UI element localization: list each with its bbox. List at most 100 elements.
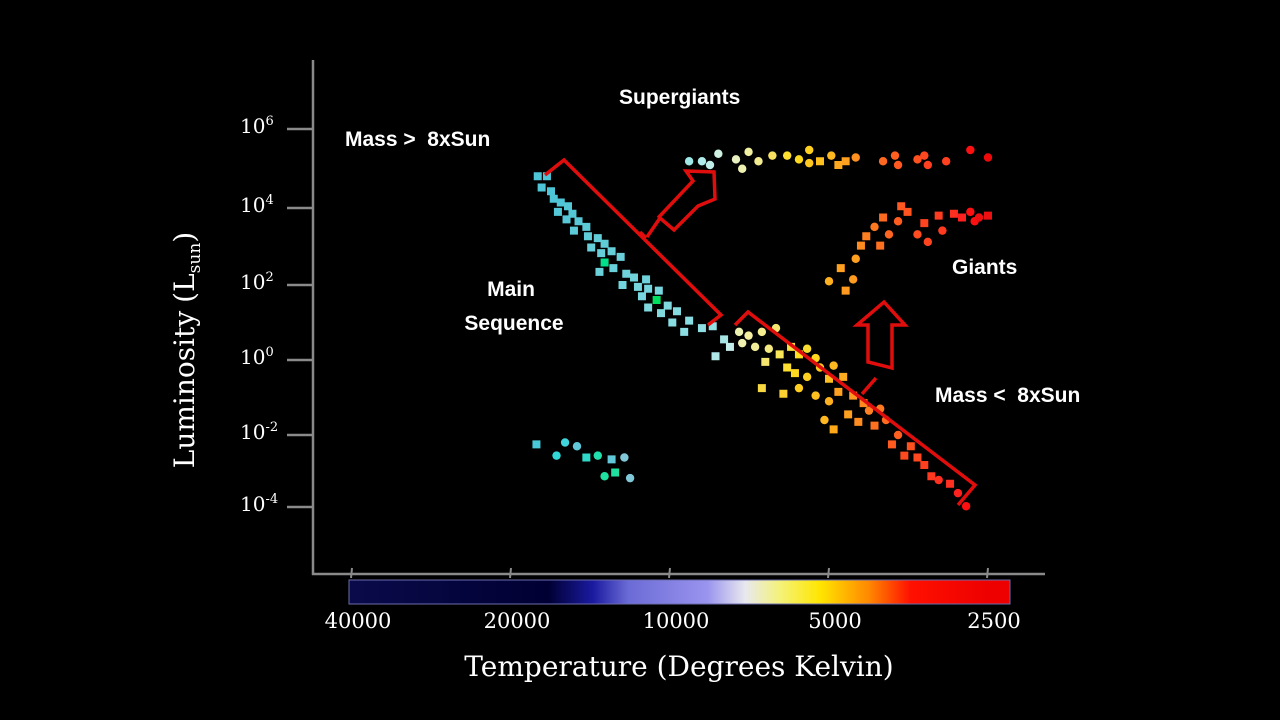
star-point xyxy=(841,157,850,166)
star-point xyxy=(618,281,627,289)
high-mass-bracket xyxy=(543,157,724,327)
star-point xyxy=(582,222,591,231)
y-tick-base: 10 xyxy=(240,345,265,369)
star-point xyxy=(790,369,799,378)
star-point xyxy=(720,335,729,344)
star-point xyxy=(600,258,609,267)
star-point xyxy=(562,215,571,224)
star-point xyxy=(893,160,903,170)
star-point xyxy=(802,372,812,382)
y-tick-base: 10 xyxy=(240,270,265,294)
star-point xyxy=(607,247,616,256)
star-point xyxy=(583,232,592,241)
star-point xyxy=(906,442,915,451)
y-tick-base: 10 xyxy=(240,420,265,444)
y-axis-title-sub: sun xyxy=(185,243,205,274)
star-point xyxy=(560,438,570,447)
y-axis-title: Luminosity (Lsun) xyxy=(168,232,205,469)
star-point xyxy=(754,157,763,166)
star-point xyxy=(913,155,922,164)
star-point xyxy=(761,357,770,366)
y-tick-label-0: 106 xyxy=(240,114,274,138)
star-point xyxy=(684,157,694,166)
mass-boundary-outline xyxy=(543,157,978,507)
star-point xyxy=(737,338,747,348)
star-point xyxy=(600,239,609,248)
giant-arrow xyxy=(852,299,909,371)
star-point xyxy=(834,161,843,169)
series-giants xyxy=(824,202,992,295)
star-point xyxy=(851,153,860,162)
star-point xyxy=(768,151,777,160)
x-tick-label-1: 20000 xyxy=(484,609,551,633)
star-point xyxy=(893,217,903,226)
star-point xyxy=(711,352,720,361)
star-point xyxy=(836,264,845,273)
y-tick-label-1: 104 xyxy=(240,193,274,217)
x-tick-label-4: 2500 xyxy=(967,609,1020,633)
y-tick-label-4: 10-2 xyxy=(240,420,278,444)
star-point xyxy=(568,209,577,218)
star-point xyxy=(783,363,792,372)
star-point xyxy=(556,198,565,207)
star-point xyxy=(600,472,609,481)
star-point xyxy=(622,269,631,278)
x-tick-3 xyxy=(827,567,830,579)
star-point xyxy=(890,151,900,160)
star-point xyxy=(782,151,792,160)
annotation-mass-low: Mass < 8xSun xyxy=(935,384,1080,407)
star-point xyxy=(593,234,602,243)
star-point xyxy=(794,383,804,393)
supergiant-arrow xyxy=(645,169,717,238)
star-point xyxy=(958,213,967,222)
star-point xyxy=(642,275,651,284)
star-point xyxy=(616,252,625,261)
y-tick-base: 10 xyxy=(240,114,265,138)
stars xyxy=(532,145,993,511)
star-point xyxy=(966,145,975,155)
star-point xyxy=(966,207,975,217)
star-point xyxy=(637,292,646,301)
giant-arrow-stem xyxy=(860,376,878,396)
star-point xyxy=(879,213,888,222)
star-point xyxy=(625,473,635,483)
star-point xyxy=(938,226,947,235)
star-point xyxy=(574,217,583,226)
star-point xyxy=(685,316,694,325)
star-point xyxy=(941,157,951,166)
star-point xyxy=(864,406,874,415)
star-point xyxy=(609,264,618,273)
star-point xyxy=(984,211,992,220)
star-point xyxy=(779,389,788,398)
y-tick-base: 10 xyxy=(240,193,265,217)
annotation-supergiants: Supergiants xyxy=(619,86,740,109)
star-point xyxy=(744,331,753,340)
star-point xyxy=(652,296,661,304)
series-white-dwarfs xyxy=(532,438,635,483)
star-point xyxy=(825,374,833,383)
star-point xyxy=(597,249,606,258)
star-point xyxy=(878,157,888,166)
star-point xyxy=(805,145,814,155)
y-axis-title-text: Luminosity (Lsun) xyxy=(168,232,205,469)
temperature-colorbar xyxy=(348,579,1011,605)
star-point xyxy=(644,284,653,293)
star-point xyxy=(593,451,602,460)
y-tick-exponent: 4 xyxy=(265,193,273,208)
star-point xyxy=(913,453,922,462)
star-point xyxy=(532,440,541,449)
star-point xyxy=(841,286,850,295)
star-point xyxy=(870,222,879,232)
star-point xyxy=(834,387,843,396)
star-point xyxy=(697,324,706,333)
series-main-sequence-high-mass- xyxy=(533,172,734,361)
star-point xyxy=(750,342,760,352)
star-point xyxy=(757,327,767,337)
star-point xyxy=(775,350,784,359)
y-tick-base: 10 xyxy=(240,492,265,516)
star-point xyxy=(607,455,616,464)
y-axis-title-paren-open: ( xyxy=(168,292,201,303)
y-tick-exponent: 2 xyxy=(265,270,273,285)
star-point xyxy=(794,350,803,359)
